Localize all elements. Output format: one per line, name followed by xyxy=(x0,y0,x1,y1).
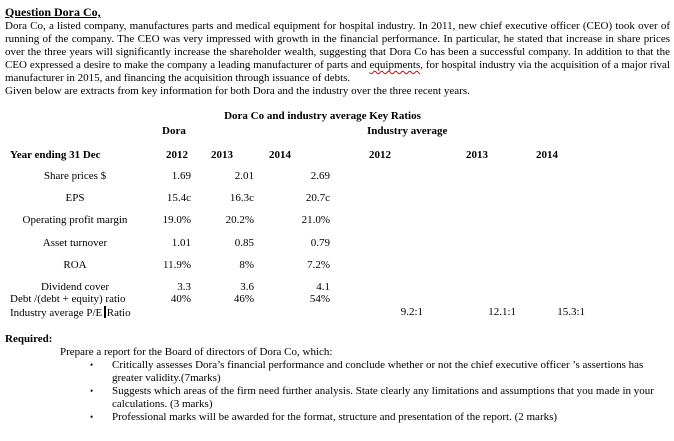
table-cell: 20.2% xyxy=(225,214,254,226)
table-cell: 21.0% xyxy=(301,214,330,226)
row-label: Share prices $ xyxy=(43,170,107,182)
table-year-header-row: Year ending 31 Dec 2012 2013 2014 2012 2… xyxy=(0,149,674,163)
row-label: EPS xyxy=(65,192,85,204)
table-cell: 0.85 xyxy=(234,237,254,249)
table-cell: 2.69 xyxy=(310,170,330,182)
table-row-asset-turnover: Asset turnover 1.01 0.85 0.79 xyxy=(0,237,674,251)
year-header: 2012 xyxy=(166,149,188,161)
row-label: Dividend cover xyxy=(40,281,110,293)
row-label: ROA xyxy=(63,259,87,271)
table-cell: 15.3:1 xyxy=(557,306,585,318)
list-item: • Critically assesses Dora’s financial p… xyxy=(90,359,669,385)
table-cell: 1.01 xyxy=(171,237,191,249)
year-header: 2012 xyxy=(369,149,391,161)
table-cell: 8% xyxy=(239,259,254,271)
row-label: Debt /(debt + equity) ratio xyxy=(10,293,126,305)
intro-section: Question Dora Co, Dora Co, a listed comp… xyxy=(5,5,670,98)
group-header-industry: Industry average xyxy=(367,125,448,137)
table-cell: 19.0% xyxy=(162,214,191,226)
year-header: 2013 xyxy=(211,149,233,161)
bullet-text: Suggests which areas of the firm need fu… xyxy=(112,385,654,410)
intro-paragraph-2: Given below are extracts from key inform… xyxy=(5,85,470,97)
key-ratios-table: Dora Co and industry average Key Ratios … xyxy=(0,108,674,333)
pe-label-before-caret: Industry average P/E xyxy=(10,307,103,319)
table-title: Dora Co and industry average Key Ratios xyxy=(224,110,421,122)
bullet-text: Critically assesses Dora’s financial per… xyxy=(112,359,644,384)
question-title: Question Dora Co, xyxy=(5,5,101,19)
table-row-roa: ROA 11.9% 8% 7.2% xyxy=(0,259,674,273)
text-caret xyxy=(104,306,106,318)
table-row-debt-ratio: Debt /(debt + equity) ratio 40% 46% 54% xyxy=(0,293,674,307)
list-item: • Professional marks will be awarded for… xyxy=(90,411,669,424)
table-row-operating-profit-margin: Operating profit margin 19.0% 20.2% 21.0… xyxy=(0,214,674,228)
table-cell: 46% xyxy=(233,293,254,305)
row-label: Industry average P/E Ratio xyxy=(10,306,190,320)
bullet-icon: • xyxy=(90,412,94,422)
table-cell: 0.79 xyxy=(310,237,330,249)
table-cell: 11.9% xyxy=(162,259,191,271)
table-cell: 9.2:1 xyxy=(400,306,423,318)
table-row-eps: EPS 15.4c 16.3c 20.7c xyxy=(0,192,674,206)
year-header: 2014 xyxy=(269,149,291,161)
table-cell: 20.7c xyxy=(305,192,330,204)
intro-text-after: , for hospital industry via the acquisit… xyxy=(5,59,670,84)
table-row-industry-pe-ratio: Industry average P/E Ratio 9.2:1 12.1:1 1… xyxy=(0,306,674,320)
table-cell: 40% xyxy=(170,293,191,305)
bullet-icon: • xyxy=(90,386,94,396)
table-cell: 1.69 xyxy=(171,170,191,182)
row-label: Operating profit margin xyxy=(22,214,128,226)
bullet-icon: • xyxy=(90,360,94,370)
pe-label-after-caret: Ratio xyxy=(106,307,131,319)
year-header: 2014 xyxy=(536,149,558,161)
table-cell: 2.01 xyxy=(234,170,254,182)
required-intro: Prepare a report for the Board of direct… xyxy=(60,346,333,358)
misspelled-word: equipments xyxy=(369,59,421,71)
table-row-dividend-cover: Dividend cover 3.3 3.6 4.1 xyxy=(0,281,674,295)
group-header-dora: Dora xyxy=(162,125,186,137)
table-cell: 3.3 xyxy=(177,281,191,293)
table-row-share-prices: Share prices $ 1.69 2.01 2.69 xyxy=(0,170,674,184)
table-cell: 4.1 xyxy=(316,281,330,293)
bullet-text: Professional marks will be awarded for t… xyxy=(112,411,558,423)
table-group-header-row: Dora Industry average xyxy=(0,125,674,139)
list-item: • Suggests which areas of the firm need … xyxy=(90,385,669,411)
table-cell: 54% xyxy=(309,293,330,305)
intro-paragraph: Dora Co, a listed company, manufactures … xyxy=(5,20,670,85)
required-bullet-list: • Critically assesses Dora’s financial p… xyxy=(90,359,669,424)
table-cell: 3.6 xyxy=(240,281,254,293)
year-row-label: Year ending 31 Dec xyxy=(10,149,101,161)
table-cell: 16.3c xyxy=(229,192,254,204)
table-cell: 12.1:1 xyxy=(488,306,516,318)
required-section: Required: Prepare a report for the Board… xyxy=(5,333,669,424)
year-header: 2013 xyxy=(466,149,488,161)
table-cell: 15.4c xyxy=(166,192,191,204)
required-heading: Required: xyxy=(5,333,53,345)
row-label: Asset turnover xyxy=(42,237,108,249)
intro-text-before: Dora Co, a listed company, manufactures … xyxy=(5,20,670,71)
table-cell: 7.2% xyxy=(307,259,330,271)
